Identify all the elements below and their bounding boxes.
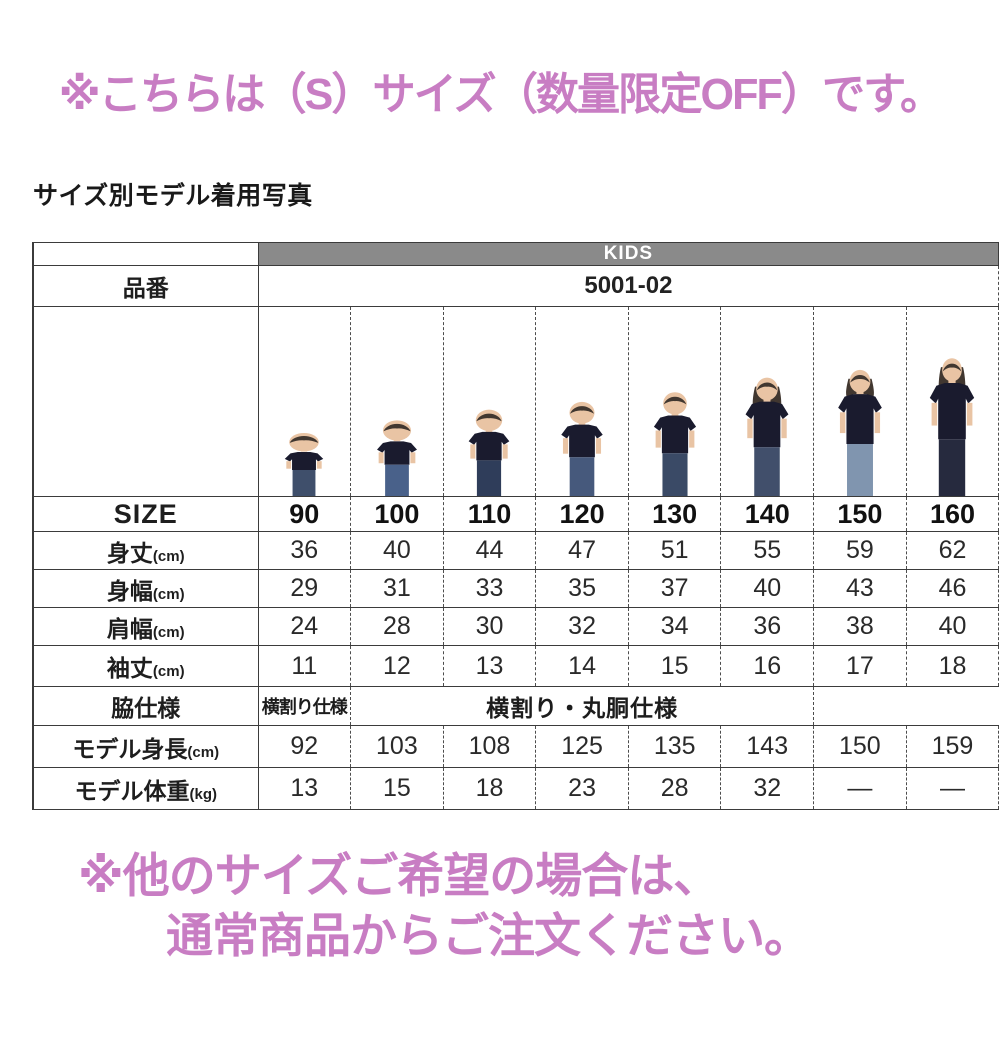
body-length-row: 身丈(cm) 36 40 44 47 51 55 59 62 <box>32 531 1000 570</box>
size-cell: 100 <box>350 496 444 532</box>
size-header-row: SIZE 90 100 110 120 130 140 150 160 <box>32 496 1000 532</box>
value-cell: 28 <box>627 767 721 810</box>
value-cell: 46 <box>905 569 1000 608</box>
bottom-notice-line2: 通常商品からご注文ください。 <box>166 909 811 962</box>
value-cell: 44 <box>442 531 536 570</box>
model-photo-130 <box>627 306 721 497</box>
row-label-sleeve-length: 袖丈(cm) <box>32 645 259 687</box>
side-spec-row: 脇仕様 横割り仕様 横割り・丸胴仕様 <box>32 686 999 726</box>
brand-row: KIDS <box>32 242 1000 266</box>
size-label: SIZE <box>32 496 259 532</box>
value-cell: — <box>905 767 1000 810</box>
value-cell: 108 <box>442 725 536 768</box>
value-cell: 150 <box>813 725 907 768</box>
value-cell: 55 <box>720 531 814 570</box>
value-cell: 33 <box>442 569 536 608</box>
model-weight-row: モデル体重(kg) 13 15 18 23 28 32 — — <box>32 767 1000 810</box>
value-cell: 143 <box>720 725 814 768</box>
value-cell: 37 <box>627 569 721 608</box>
value-cell: 18 <box>905 645 1000 687</box>
value-cell: 13 <box>257 767 351 810</box>
value-cell: 16 <box>720 645 814 687</box>
part-number-label: 品番 <box>32 265 259 307</box>
value-cell: 40 <box>350 531 444 570</box>
value-cell: 43 <box>813 569 907 608</box>
value-cell: 15 <box>627 645 721 687</box>
side-spec-100-140: 横割り・丸胴仕様 <box>350 686 814 726</box>
model-photo-150 <box>813 306 907 497</box>
part-number-row: 品番 5001-02 <box>32 265 1000 307</box>
size-cell: 120 <box>535 496 629 532</box>
size-chart-table: KIDS 品番 5001-02 SIZE 90 100 110 120 130 … <box>32 242 1000 810</box>
top-notice: ※こちらは（S）サイズ（数量限定OFF）です。 <box>58 70 943 119</box>
size-cell: 110 <box>442 496 536 532</box>
size-cell: 140 <box>720 496 814 532</box>
model-photo-140 <box>720 306 814 497</box>
size-cell: 160 <box>905 496 1000 532</box>
bottom-notice-line1: ※他のサイズご希望の場合は、 <box>78 849 720 902</box>
value-cell: 59 <box>813 531 907 570</box>
row-label-shoulder-width: 肩幅(cm) <box>32 607 259 646</box>
model-photo-90 <box>257 306 351 497</box>
value-cell: 62 <box>905 531 1000 570</box>
value-cell: 36 <box>720 607 814 646</box>
size-cell: 150 <box>813 496 907 532</box>
value-cell: — <box>813 767 907 810</box>
value-cell: 15 <box>350 767 444 810</box>
row-label-side-spec: 脇仕様 <box>32 686 259 726</box>
value-cell: 12 <box>350 645 444 687</box>
value-cell: 103 <box>350 725 444 768</box>
row-label-model-weight: モデル体重(kg) <box>32 767 259 810</box>
value-cell: 38 <box>813 607 907 646</box>
value-cell: 13 <box>442 645 536 687</box>
value-cell: 47 <box>535 531 629 570</box>
value-cell: 51 <box>627 531 721 570</box>
side-spec-empty <box>813 686 999 726</box>
sleeve-length-row: 袖丈(cm) 11 12 13 14 15 16 17 18 <box>32 645 1000 687</box>
row-label-body-width: 身幅(cm) <box>32 569 259 608</box>
value-cell: 29 <box>257 569 351 608</box>
value-cell: 40 <box>905 607 1000 646</box>
model-photo-120 <box>535 306 629 497</box>
value-cell: 14 <box>535 645 629 687</box>
model-photo-row <box>32 306 1000 497</box>
shoulder-width-row: 肩幅(cm) 24 28 30 32 34 36 38 40 <box>32 607 1000 646</box>
part-number-value: 5001-02 <box>257 265 1000 307</box>
value-cell: 32 <box>720 767 814 810</box>
value-cell: 24 <box>257 607 351 646</box>
value-cell: 40 <box>720 569 814 608</box>
value-cell: 159 <box>905 725 1000 768</box>
value-cell: 17 <box>813 645 907 687</box>
value-cell: 11 <box>257 645 351 687</box>
value-cell: 31 <box>350 569 444 608</box>
size-cell: 130 <box>627 496 721 532</box>
value-cell: 23 <box>535 767 629 810</box>
model-photo-100 <box>350 306 444 497</box>
side-spec-90: 横割り仕様 <box>257 686 351 726</box>
section-title: サイズ別モデル着用写真 <box>33 182 313 210</box>
value-cell: 36 <box>257 531 351 570</box>
value-cell: 135 <box>627 725 721 768</box>
value-cell: 18 <box>442 767 536 810</box>
size-cell: 90 <box>257 496 351 532</box>
model-photo-110 <box>442 306 536 497</box>
bottom-notice: ※他のサイズご希望の場合は、 通常商品からご注文ください。 <box>78 846 1000 966</box>
value-cell: 30 <box>442 607 536 646</box>
value-cell: 28 <box>350 607 444 646</box>
value-cell: 34 <box>627 607 721 646</box>
value-cell: 32 <box>535 607 629 646</box>
value-cell: 125 <box>535 725 629 768</box>
model-photo-160 <box>905 306 1000 497</box>
body-width-row: 身幅(cm) 29 31 33 35 37 40 43 46 <box>32 569 1000 608</box>
kids-header: KIDS <box>257 242 1000 266</box>
value-cell: 35 <box>535 569 629 608</box>
row-label-model-height: モデル身長(cm) <box>32 725 259 768</box>
corner-cell <box>32 242 259 266</box>
value-cell: 92 <box>257 725 351 768</box>
model-height-row: モデル身長(cm) 92 103 108 125 135 143 150 159 <box>32 725 1000 768</box>
row-label-body-length: 身丈(cm) <box>32 531 259 570</box>
photo-row-label-cell <box>32 306 259 497</box>
